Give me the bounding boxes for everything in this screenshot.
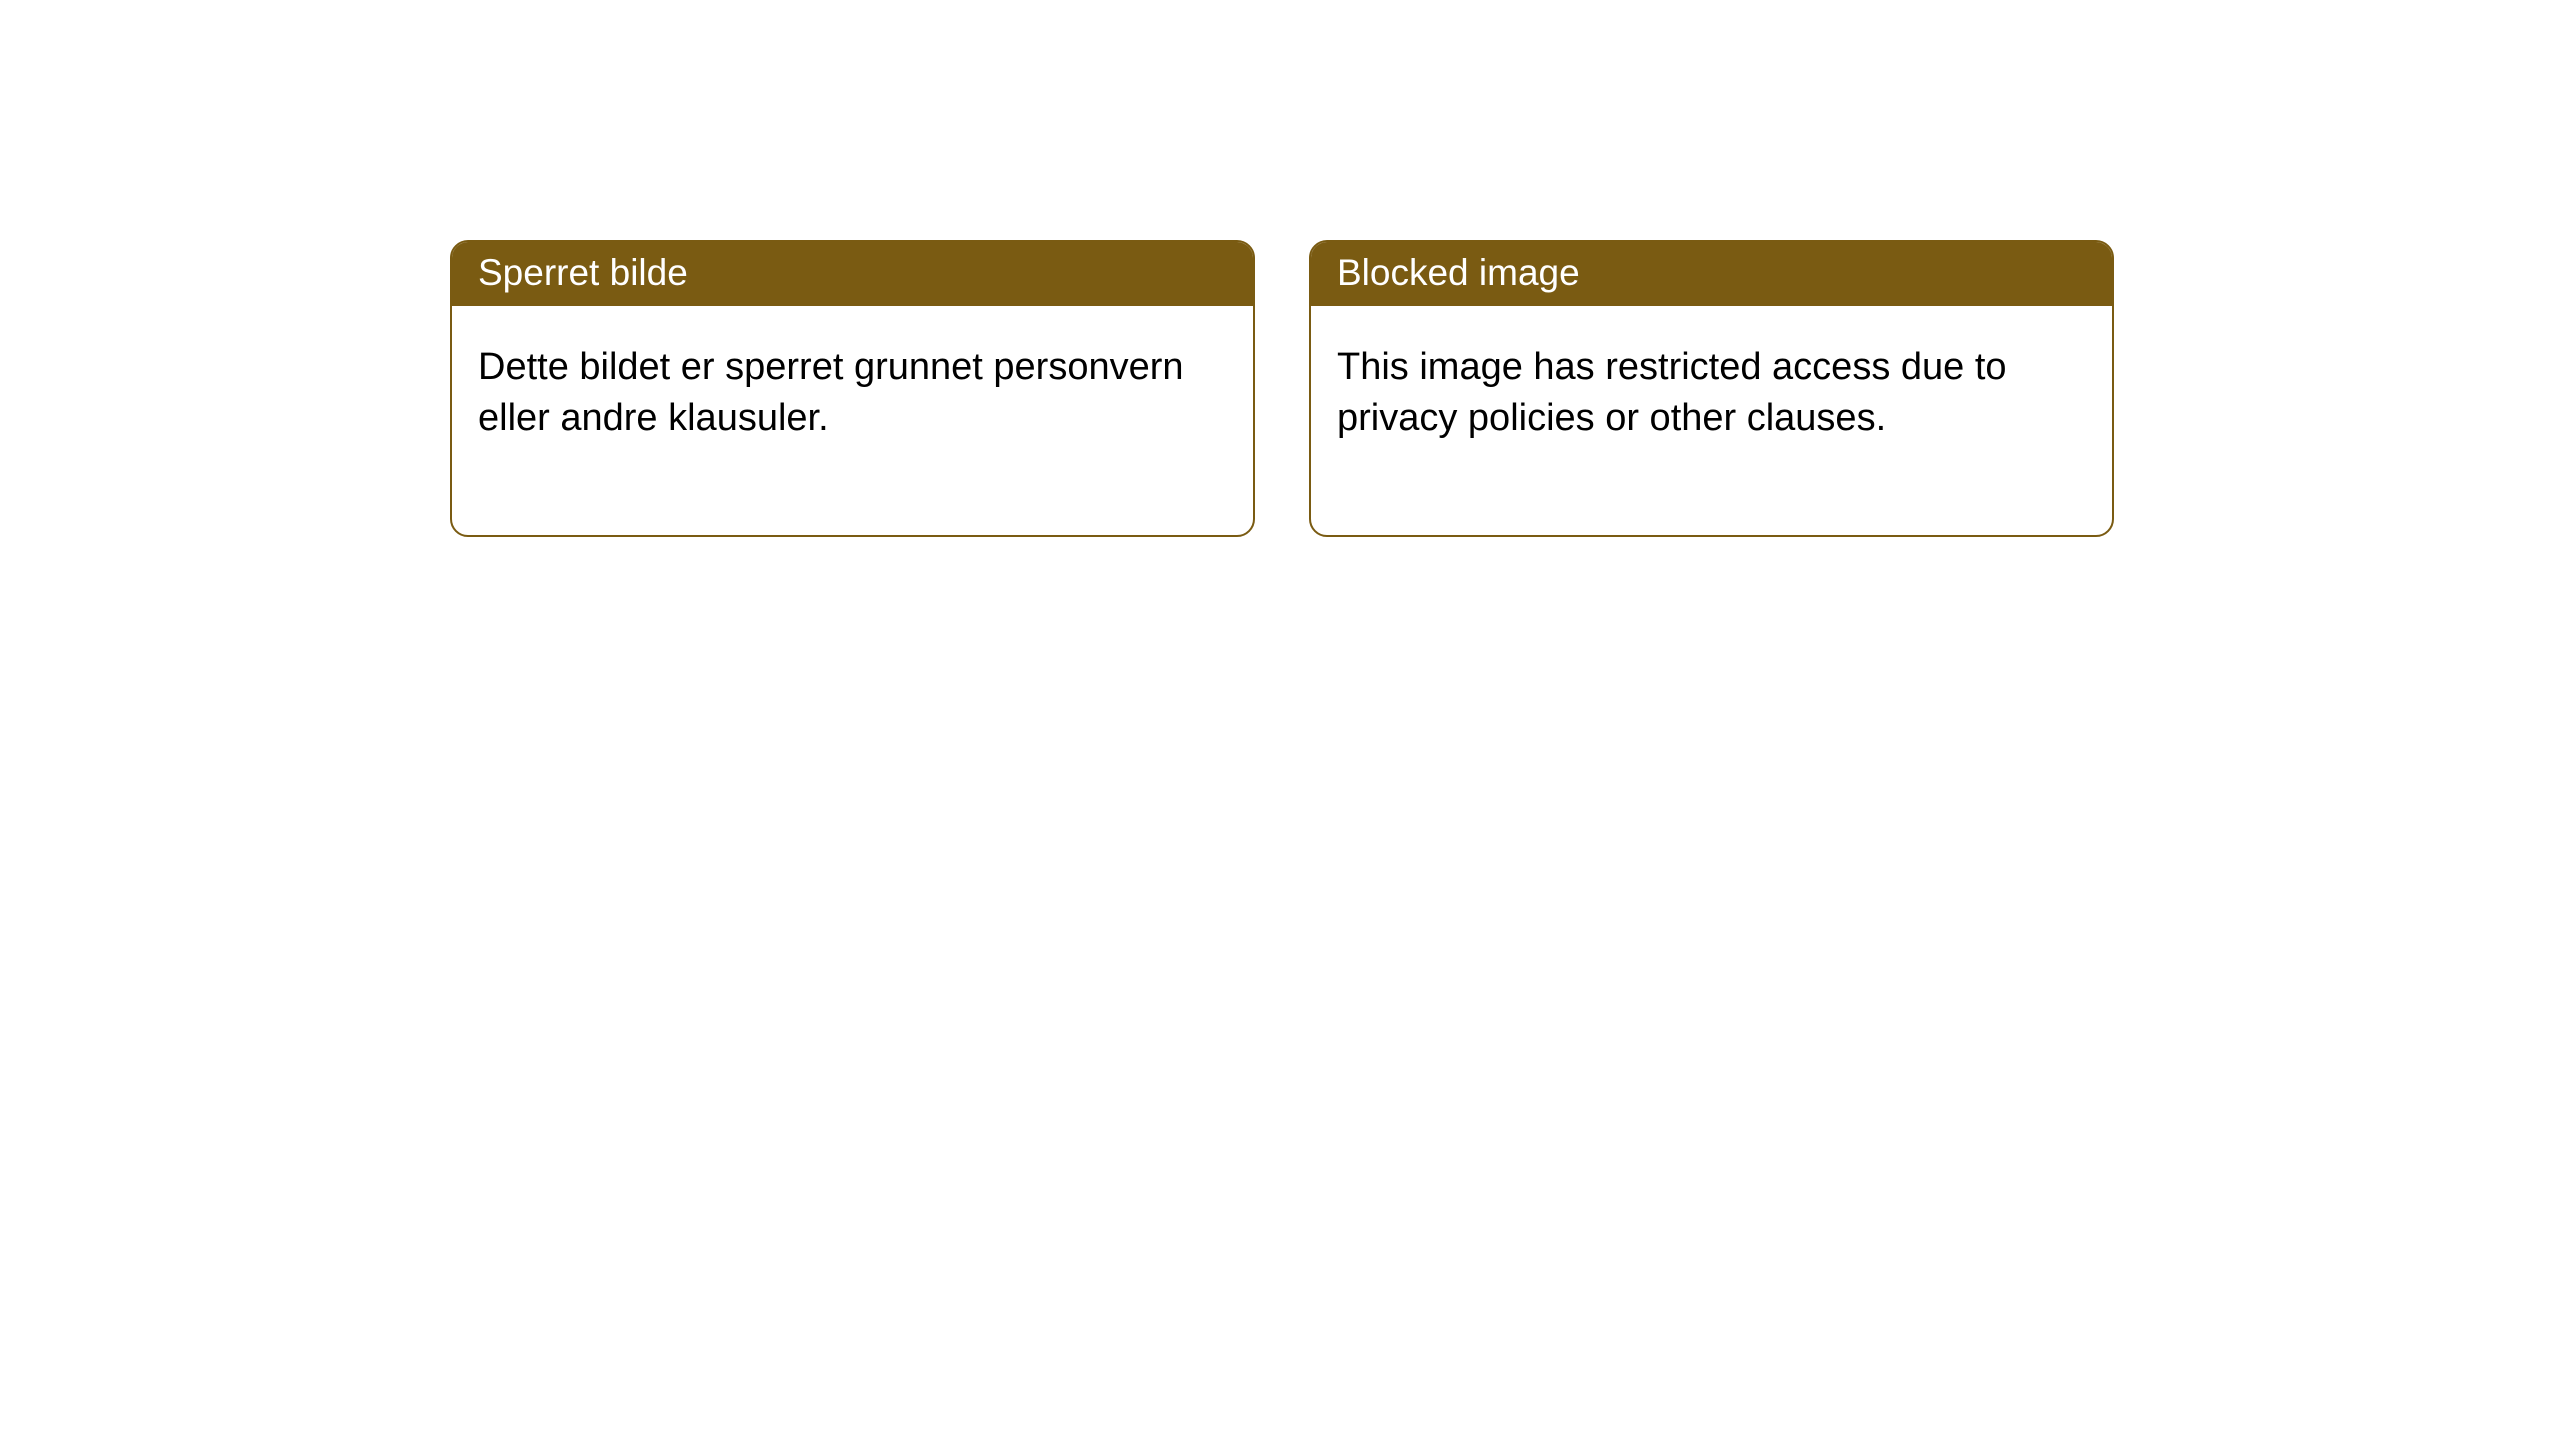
notice-body: Dette bildet er sperret grunnet personve… bbox=[452, 306, 1253, 535]
notice-card-norwegian: Sperret bilde Dette bildet er sperret gr… bbox=[450, 240, 1255, 537]
notice-container: Sperret bilde Dette bildet er sperret gr… bbox=[0, 0, 2560, 537]
notice-title: Sperret bilde bbox=[452, 242, 1253, 306]
notice-title: Blocked image bbox=[1311, 242, 2112, 306]
notice-body: This image has restricted access due to … bbox=[1311, 306, 2112, 535]
notice-card-english: Blocked image This image has restricted … bbox=[1309, 240, 2114, 537]
